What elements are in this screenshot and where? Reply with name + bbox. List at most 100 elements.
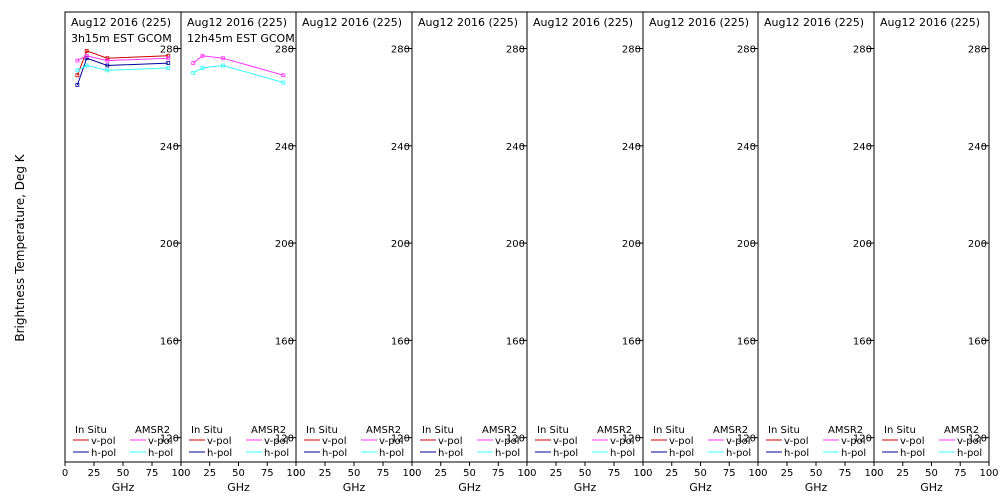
y-tick-label: 200 (737, 239, 756, 250)
legend-header-insitu: In Situ (768, 425, 800, 436)
data-point (84, 56, 89, 61)
legend-entry: h-pol (669, 448, 694, 459)
x-tick-label: 50 (463, 468, 476, 479)
series-line (77, 64, 169, 71)
legend-entry: v-pol (264, 436, 289, 447)
x-tick-label: 100 (286, 468, 305, 479)
x-tick-label: 50 (810, 468, 823, 479)
x-tick-label: 0 (640, 468, 646, 479)
panels-group: Aug12 2016 (225) 3h15m EST GCOM 120 160 200 2… (62, 11, 999, 494)
legend-entry: h-pol (148, 448, 173, 459)
y-tick-label: 120 (506, 434, 525, 445)
x-tick-label: 50 (117, 468, 130, 479)
panel-3: Aug12 2016 (225) 120 160 200 240 280 0 25 50 75 10… (293, 11, 422, 494)
data-point (75, 58, 80, 63)
panel-frame (642, 11, 759, 463)
legend-entry: h-pol (900, 448, 925, 459)
legend-header-amsr2: AMSR2 (482, 425, 517, 436)
legend-entry: h-pol (438, 448, 463, 459)
y-tick-label: 280 (391, 44, 410, 55)
x-axis-label: GHz (805, 481, 828, 494)
x-axis-label: GHz (112, 481, 135, 494)
data-point (105, 68, 110, 73)
legend-header-amsr2: AMSR2 (251, 425, 286, 436)
panel-title: Aug12 2016 (225) (302, 16, 402, 29)
x-tick-label: 25 (665, 468, 678, 479)
legend-entry: v-pol (91, 436, 116, 447)
legend-header-amsr2: AMSR2 (828, 425, 863, 436)
x-tick-label: 75 (608, 468, 621, 479)
panel-title: Aug12 2016 (225) (533, 16, 633, 29)
x-tick-label: 75 (839, 468, 852, 479)
panel-title: Aug12 2016 (225) (880, 16, 980, 29)
legend-entry: v-pol (379, 436, 404, 447)
y-tick-label: 280 (160, 44, 179, 55)
data-point (166, 61, 171, 65)
legend-entry: h-pol (264, 448, 289, 459)
x-tick-label: 50 (579, 468, 592, 479)
legend-header-amsr2: AMSR2 (366, 425, 401, 436)
legend-header-insitu: In Situ (191, 425, 223, 436)
data-point (75, 73, 80, 78)
y-tick-label: 160 (160, 336, 179, 347)
legend-entry: h-pol (91, 448, 116, 459)
data-point (166, 66, 171, 70)
panel-frame (526, 11, 644, 463)
x-tick-label: 0 (178, 468, 184, 479)
legend-header-amsr2: AMSR2 (597, 425, 632, 436)
y-tick-label: 280 (737, 44, 756, 55)
legend-entry: h-pol (610, 448, 635, 459)
data-point (84, 63, 89, 68)
legend-entry: v-pol (784, 436, 809, 447)
panel-title: Aug12 2016 (225) (187, 16, 287, 29)
panel-frame (64, 11, 182, 463)
panel-1: Aug12 2016 (225) 3h15m EST GCOM 120 160 200 2… (62, 11, 191, 494)
data-point (166, 56, 171, 61)
x-tick-label: 100 (171, 468, 190, 479)
legend-entry: h-pol (379, 448, 404, 459)
y-tick-label: 120 (160, 434, 179, 445)
legend-entry: v-pol (726, 436, 751, 447)
x-tick-label: 0 (755, 468, 761, 479)
panel-title: Aug12 2016 (225) (764, 16, 864, 29)
x-tick-label: 100 (979, 468, 998, 479)
series-line (76, 57, 169, 86)
panel-frame (411, 11, 528, 463)
y-tick-label: 200 (853, 239, 872, 250)
x-tick-label: 0 (62, 468, 68, 479)
panel-6: Aug12 2016 (225) 120 160 200 240 280 0 25 50 75 10… (640, 11, 768, 494)
x-tick-label: 100 (402, 468, 421, 479)
x-axis-label: GHz (343, 481, 366, 494)
legend-entry: h-pol (322, 448, 347, 459)
y-tick-label: 160 (737, 336, 756, 347)
y-tick-label: 120 (622, 434, 641, 445)
panel-subtitle: 3h15m EST GCOM (71, 32, 172, 45)
legend-header-insitu: In Situ (75, 425, 107, 436)
y-tick-label: 240 (275, 142, 294, 153)
legend-entry: v-pol (610, 436, 635, 447)
x-axis-label: GHz (458, 481, 481, 494)
x-tick-label: 100 (517, 468, 536, 479)
y-tick-label: 280 (622, 44, 641, 55)
x-axis-label: GHz (689, 481, 712, 494)
y-tick-label: 280 (853, 44, 872, 55)
legend-entry: v-pol (207, 436, 232, 447)
legend-header-insitu: In Situ (306, 425, 338, 436)
x-tick-label: 50 (925, 468, 938, 479)
y-tick-label: 280 (275, 44, 294, 55)
x-tick-label: 50 (232, 468, 245, 479)
data-point (105, 63, 110, 68)
x-tick-label: 50 (348, 468, 361, 479)
legend-header-insitu: In Situ (884, 425, 916, 436)
x-axis-label: GHz (227, 481, 250, 494)
y-tick-label: 240 (622, 142, 641, 153)
y-tick-label: 240 (968, 142, 987, 153)
legend-header-amsr2: AMSR2 (713, 425, 748, 436)
y-tick-label: 240 (160, 142, 179, 153)
y-tick-label: 160 (506, 336, 525, 347)
data-point (75, 83, 80, 87)
y-tick-label: 240 (391, 142, 410, 153)
series-line (77, 55, 169, 62)
y-tick-label: 200 (391, 239, 410, 250)
